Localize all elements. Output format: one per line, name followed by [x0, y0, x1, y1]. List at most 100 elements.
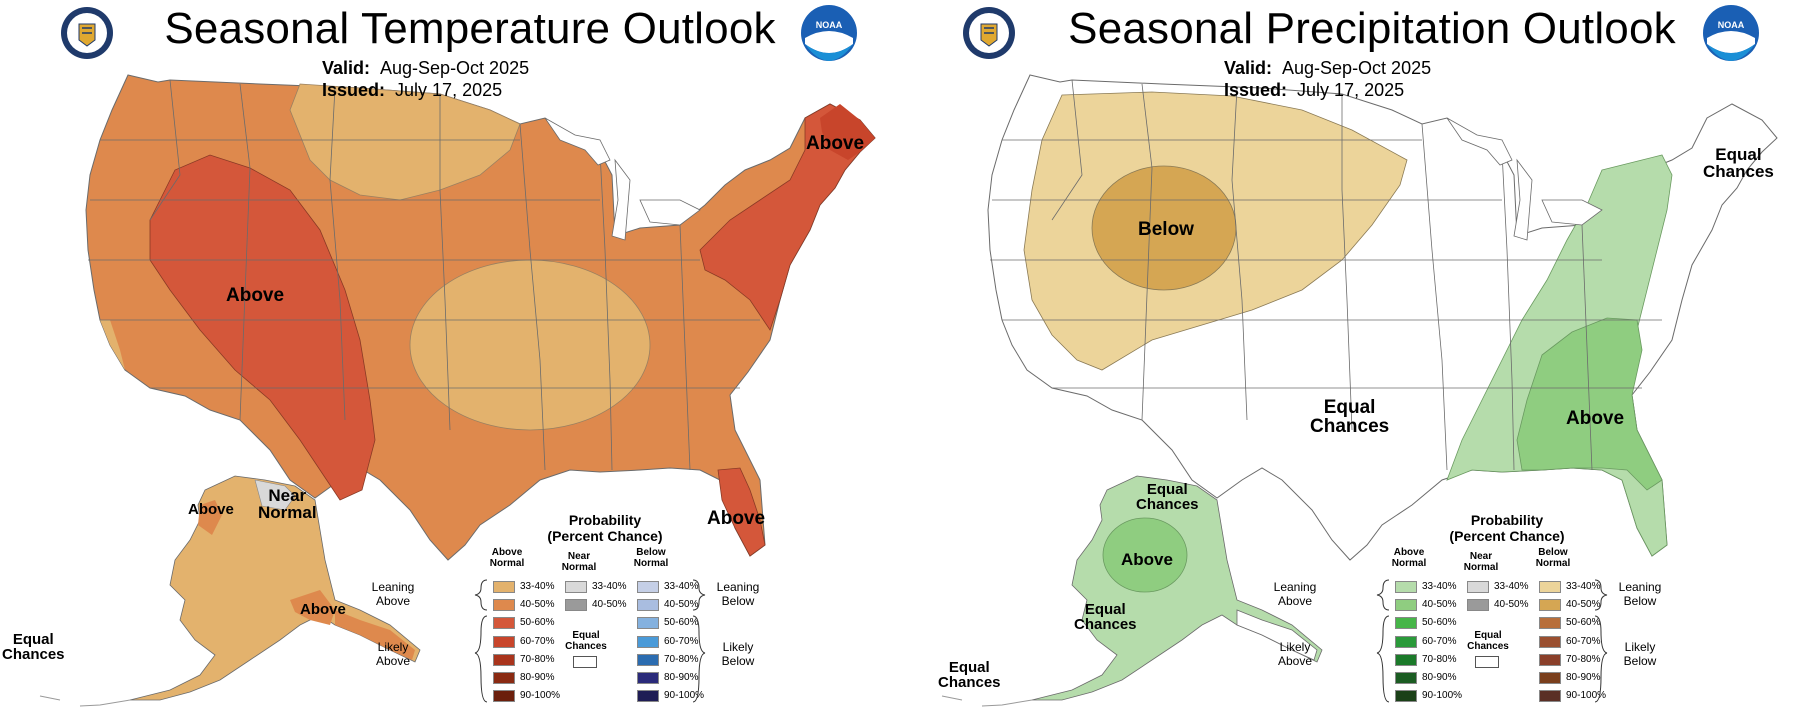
legend-swatch-above	[493, 690, 515, 703]
legend-swatch-above	[493, 581, 515, 593]
map-label-equal-chances-ne: Equal Chances	[1703, 146, 1774, 180]
legend-swatch-above	[1395, 690, 1417, 703]
state-borders	[990, 79, 1662, 471]
legend-title-line2: (Percent Chance)	[547, 528, 663, 544]
legend-range-near: 33-40%	[592, 581, 627, 592]
alaska-outline	[1031, 475, 1323, 701]
temp-likely-florida	[717, 467, 766, 557]
legend-range-below: 90-100%	[1566, 690, 1607, 702]
legend-swatch-above	[493, 635, 515, 648]
legend-range-below: 50-60%	[1566, 617, 1601, 629]
map-label-equal-chances-ak-n: Equal Chances	[1136, 482, 1199, 512]
alaska-above-west	[198, 500, 222, 535]
legend-swatch-below	[637, 599, 659, 612]
alaska-islands	[39, 695, 131, 707]
legend-range-below: 70-80%	[1566, 653, 1601, 665]
legend-leaning-above-line1: Leaning	[1273, 580, 1317, 594]
legend-swatch-equal-chances	[573, 656, 597, 668]
map-label-equal-chances-center: Equal Chances	[1310, 398, 1389, 436]
legend-range-above: 60-70%	[520, 635, 555, 647]
legend-title-line1: Probability	[568, 512, 642, 528]
doc-seal-icon	[60, 6, 114, 60]
map-label-above-florida: Above	[707, 508, 766, 529]
map-label-near-normal: Near Normal	[258, 487, 317, 521]
valid-label: Valid:	[322, 58, 371, 78]
map-label-above-alaska: Above	[1121, 550, 1173, 569]
legend-swatch-below	[1539, 617, 1561, 630]
legend-range-above: 33-40%	[520, 581, 555, 592]
issued-label: Issued:	[322, 80, 386, 100]
legend-range-above: 50-60%	[1422, 617, 1457, 629]
legend-likely-above-line2: Above	[375, 654, 411, 668]
legend-swatch-below	[637, 690, 659, 703]
legend-likely-below-line2: Below	[1623, 654, 1657, 668]
page-title: Seasonal Temperature Outlook	[164, 4, 776, 53]
great-lakes	[1446, 117, 1603, 241]
alaska-likely-above	[1102, 517, 1188, 593]
map-label-equal-chances-ak-sw: Equal Chances	[938, 660, 1001, 690]
legend-swatch-below	[637, 672, 659, 684]
legend-swatch-below	[1539, 653, 1561, 666]
probability-legend: Probability (Percent Chance) Above Normal Ne…	[1274, 512, 1667, 707]
equal-chances-line2: Chances	[1074, 616, 1137, 633]
legend-equal-chances-line1: Equal	[1474, 630, 1502, 641]
legend-equal-chances-line2: Chances	[1467, 641, 1509, 652]
legend-range-above: 70-80%	[1422, 653, 1457, 665]
temp-maine	[820, 104, 875, 160]
valid-value: Aug-Sep-Oct 2025	[1282, 58, 1432, 78]
near-normal-line2: Normal	[258, 503, 317, 522]
legend-swatch-near	[565, 599, 587, 612]
issued-value: July 17, 2025	[395, 80, 503, 100]
legend-range-near: 33-40%	[1494, 581, 1529, 592]
legend-leaning-above-line1: Leaning	[371, 580, 415, 594]
alaska-panhandle	[335, 610, 415, 660]
legend-leaning-below-line2: Below	[721, 594, 755, 608]
legend-range-below: 90-100%	[664, 690, 705, 702]
legend-swatch-above	[1395, 653, 1417, 666]
legend-col-near-line1: Near	[1469, 551, 1493, 562]
legend-swatch-below	[1539, 581, 1561, 593]
legend-range-below: 50-60%	[664, 617, 699, 629]
legend-range-above: 80-90%	[520, 672, 555, 683]
legend-swatch-below	[1539, 672, 1561, 684]
legend-col-below-line2: Normal	[1535, 558, 1571, 569]
alaska-panhandle	[1236, 609, 1318, 661]
legend-range-below: 80-90%	[664, 672, 699, 683]
near-normal-line1: Near	[268, 486, 307, 505]
legend-equal-chances-line1: Equal	[572, 630, 600, 641]
svg-text:NOAA: NOAA	[816, 20, 843, 30]
legend-range-below: 40-50%	[1566, 599, 1601, 611]
legend-swatch-above	[493, 672, 515, 684]
temperature-map	[39, 74, 876, 707]
legend-range-above: 60-70%	[1422, 635, 1457, 647]
legend-swatch-below	[637, 635, 659, 648]
legend-leaning-above-line2: Above	[375, 594, 411, 608]
legend-leaning-above-line2: Above	[1277, 594, 1313, 608]
precipitation-map	[941, 74, 1778, 707]
legend-range-below: 40-50%	[664, 599, 699, 611]
legend-col-above-line1: Above	[1393, 547, 1425, 558]
legend-range-near: 40-50%	[1494, 599, 1529, 611]
map-label-equal-chances: Equal Chances	[2, 632, 65, 662]
alaska-near-normal	[254, 479, 296, 511]
equal-chances-line1: Equal	[1084, 601, 1126, 618]
legend-swatch-above	[1395, 581, 1417, 593]
legend-range-above: 33-40%	[1422, 581, 1457, 592]
equal-chances-line2: Chances	[938, 674, 1001, 691]
equal-chances-line1: Equal	[1146, 481, 1188, 498]
legend-range-above: 90-100%	[1422, 690, 1463, 702]
great-lakes	[544, 117, 701, 241]
issued-label: Issued:	[1224, 80, 1288, 100]
legend-col-below-line2: Normal	[633, 558, 669, 569]
legend-range-above: 40-50%	[1422, 599, 1457, 611]
legend-title-line2: (Percent Chance)	[1449, 528, 1565, 544]
equal-chances-line2: Chances	[1703, 162, 1774, 181]
temp-likely-west	[149, 154, 376, 501]
map-label-below-center: Below	[1138, 219, 1194, 240]
noaa-logo-icon: NOAA	[1702, 4, 1760, 62]
legend-col-above-line1: Above	[491, 547, 523, 558]
svg-text:NOAA: NOAA	[1718, 20, 1745, 30]
legend-range-above: 90-100%	[520, 690, 561, 702]
issued-value: July 17, 2025	[1297, 80, 1405, 100]
equal-chances-line1: Equal	[948, 659, 990, 676]
